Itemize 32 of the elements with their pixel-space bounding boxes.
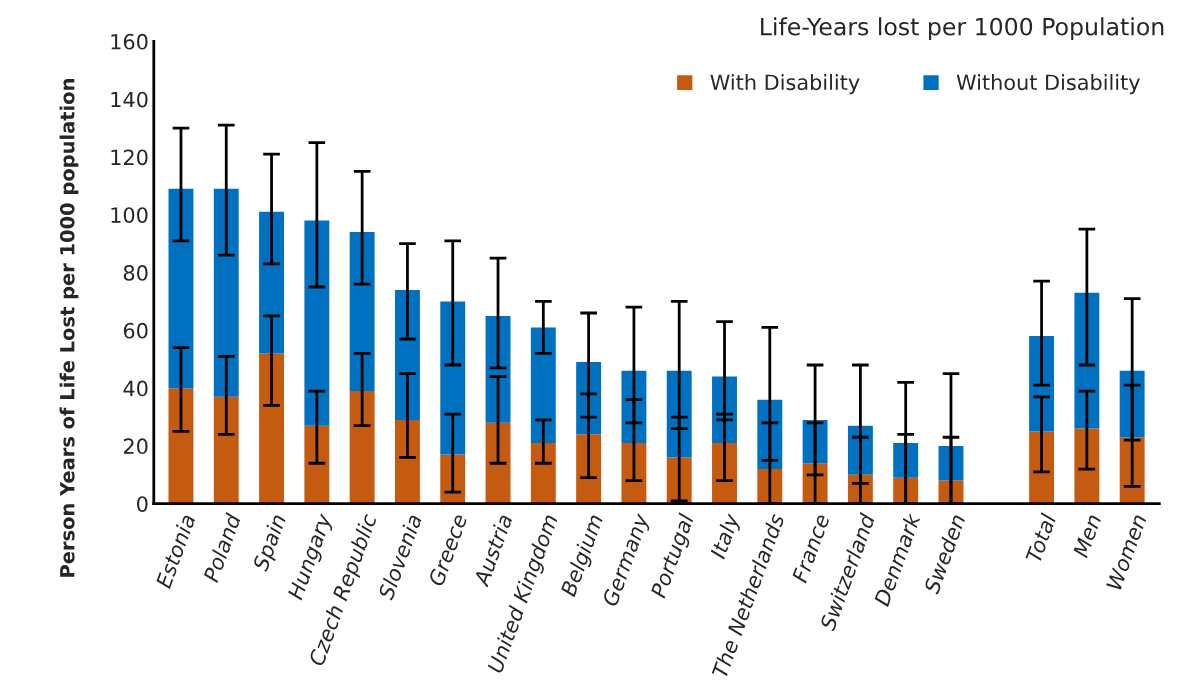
y-tick-label: 40 bbox=[123, 380, 148, 397]
bar bbox=[213, 188, 239, 397]
bar bbox=[621, 443, 647, 504]
bar bbox=[168, 188, 194, 389]
bar bbox=[530, 327, 556, 444]
bar bbox=[349, 232, 375, 392]
y-axis-title: Person Years of Life Lost per 1000 population bbox=[59, 79, 79, 577]
bar bbox=[349, 391, 375, 504]
bar bbox=[168, 388, 194, 504]
y-tick-label: 100 bbox=[111, 207, 148, 223]
bar bbox=[1029, 431, 1055, 504]
chart-title: Life-Years lost per 1000 Population bbox=[761, 17, 1164, 41]
bar bbox=[530, 443, 556, 504]
y-tick-label: 80 bbox=[123, 265, 148, 281]
x-tick-label: Spain bbox=[252, 514, 286, 573]
bar bbox=[1074, 428, 1100, 504]
bar bbox=[304, 220, 330, 426]
bar bbox=[394, 419, 420, 504]
bar bbox=[213, 396, 239, 504]
legend-label: With Disability bbox=[710, 74, 860, 95]
y-tick-label: 60 bbox=[123, 322, 148, 339]
y-tick-label: 0 bbox=[137, 496, 148, 512]
bar bbox=[304, 425, 330, 504]
x-tick-label: Total bbox=[1024, 512, 1057, 564]
y-tick-label: 140 bbox=[111, 91, 148, 108]
bar bbox=[485, 422, 511, 504]
bar bbox=[259, 353, 285, 504]
y-tick-label: 20 bbox=[123, 438, 148, 455]
y-tick-label: 160 bbox=[111, 33, 148, 50]
legend-label: Without Disability bbox=[956, 74, 1140, 95]
x-tick-label: Men bbox=[1072, 513, 1102, 559]
y-tick-label: 120 bbox=[111, 149, 148, 166]
